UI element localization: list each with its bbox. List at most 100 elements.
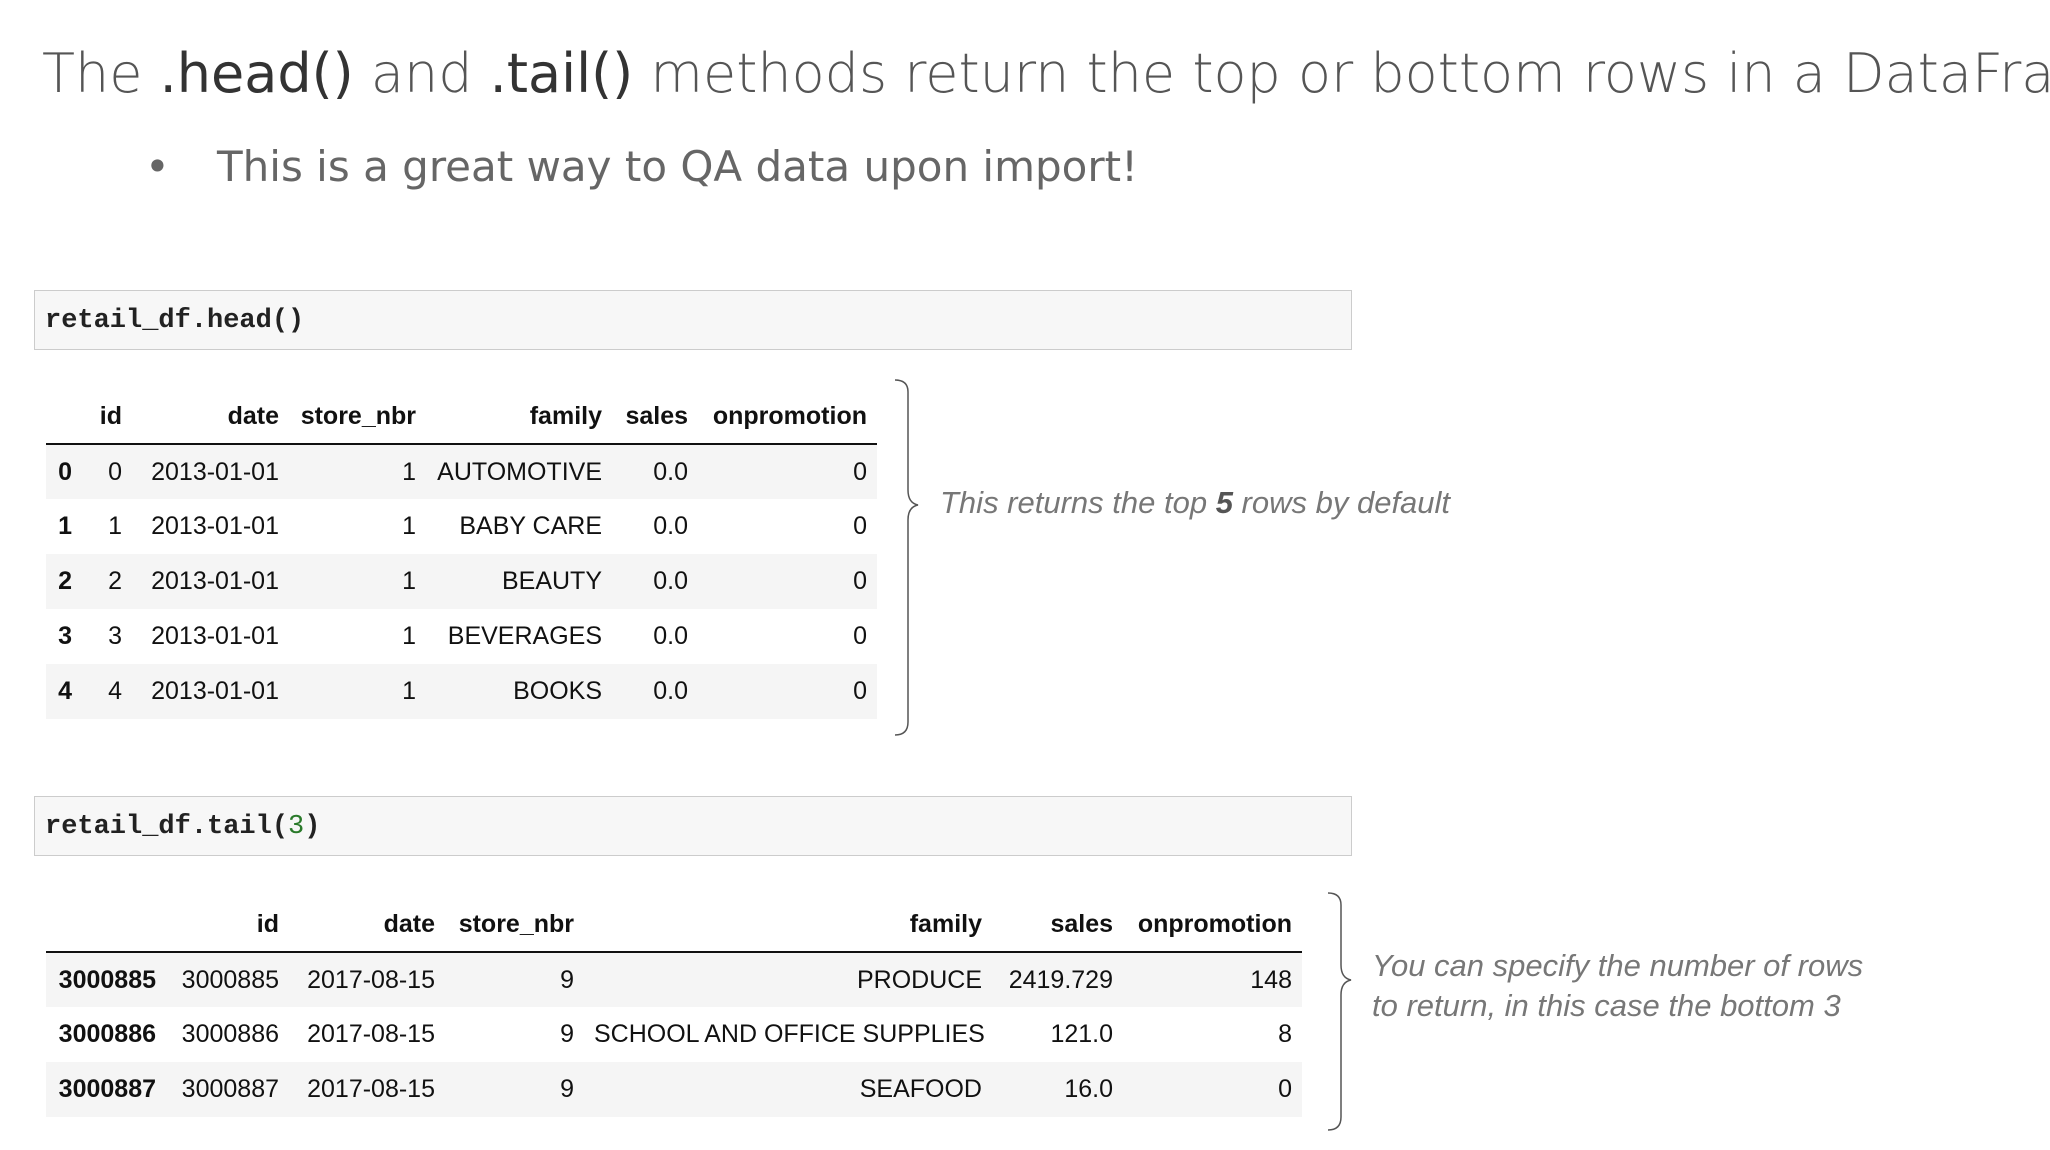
table-cell: 0.0 xyxy=(653,512,688,540)
table-cell: 16.0 xyxy=(992,1062,1123,1117)
note-line: to return, in this case the bottom 3 xyxy=(1372,988,1841,1023)
table-cell: BABY CARE xyxy=(459,512,602,540)
table-cell: 4 xyxy=(82,664,132,719)
row-index: 4 xyxy=(46,664,82,719)
table-row: 4 4 2013-01-01 1 BOOKS 0.0 0 xyxy=(46,664,877,719)
table-cell: PRODUCE xyxy=(584,952,992,1007)
table-cell: 9 xyxy=(445,952,584,1007)
table-cell: BOOKS xyxy=(426,664,612,719)
code-cell: retail_df.head() xyxy=(34,290,1352,350)
table-row: 3 3 2013-01-01 1 BEVERAGES 0.0 0 xyxy=(46,609,877,664)
index-header xyxy=(46,897,166,953)
code-text: ) xyxy=(304,812,321,842)
annotation: You can specify the number of rows to ret… xyxy=(1372,946,1863,1026)
column-header: date xyxy=(289,897,445,953)
header-row: id date store_nbr family sales onpromotion xyxy=(46,897,1302,953)
code-text: retail_df.tail( xyxy=(45,812,289,842)
table-row: 3000886 3000886 2017-08-15 9 SCHOOL AND OFFI… xyxy=(46,1007,1302,1062)
table-cell: 0 xyxy=(1123,1062,1302,1117)
table-cell: 0 xyxy=(853,622,867,650)
row-index: 3000886 xyxy=(58,1020,156,1048)
title-text: The xyxy=(42,42,160,105)
table-cell: 3000885 xyxy=(166,952,289,1007)
column-header: store_nbr xyxy=(445,897,584,953)
table-cell: AUTOMOTIVE xyxy=(426,444,612,499)
table-cell: 2017-08-15 xyxy=(307,1020,435,1048)
note-line: You can specify the number of rows xyxy=(1372,948,1864,983)
table-cell: 3 xyxy=(108,622,122,650)
column-header: sales xyxy=(612,389,698,445)
table-cell: 148 xyxy=(1123,952,1302,1007)
table-cell: 2017-08-15 xyxy=(289,952,445,1007)
table-row: 3000887 3000887 2017-08-15 9 SEAFOOD 16.0 0 xyxy=(46,1062,1302,1117)
title-text: methods return the top or bottom rows in… xyxy=(633,42,2050,105)
row-index: 3000887 xyxy=(46,1062,166,1117)
table-cell: 0.0 xyxy=(612,444,698,499)
bullet-text: This is a great way to QA data upon impo… xyxy=(217,142,1138,191)
table-cell: 3000887 xyxy=(166,1062,289,1117)
brace xyxy=(1327,892,1352,1131)
annotation: This returns the top 5 rows by default xyxy=(940,485,1450,521)
row-index: 2 xyxy=(46,554,82,609)
note-bold: 5 xyxy=(1215,485,1233,520)
table-cell: 1 xyxy=(402,512,416,540)
table-cell: 0 xyxy=(853,512,867,540)
table-cell: 2013-01-01 xyxy=(132,444,289,499)
column-header: sales xyxy=(992,897,1123,953)
table-row: 3000885 3000885 2017-08-15 9 PRODUCE 2419.729… xyxy=(46,952,1302,1007)
column-header: family xyxy=(426,389,612,445)
code-number: 3 xyxy=(288,812,305,842)
index-header xyxy=(46,389,82,445)
table-cell: 0.0 xyxy=(612,554,698,609)
table-cell: 2017-08-15 xyxy=(289,1062,445,1117)
table-cell: 3000886 xyxy=(181,1020,279,1048)
title-code: .head() xyxy=(159,42,354,105)
table-cell: 1 xyxy=(289,554,426,609)
table-cell: SCHOOL AND OFFICE SUPPLIES xyxy=(594,1020,985,1048)
column-header: id xyxy=(82,389,132,445)
table-row: 1 1 2013-01-01 1 BABY CARE 0.0 0 xyxy=(46,499,877,554)
table-cell: 0 xyxy=(698,444,877,499)
note-text: rows by default xyxy=(1232,485,1451,520)
table-cell: 2419.729 xyxy=(992,952,1123,1007)
table-cell: 1 xyxy=(289,664,426,719)
table-cell: 2013-01-01 xyxy=(151,512,279,540)
column-header: family xyxy=(584,897,992,953)
table-cell: 9 xyxy=(560,1020,574,1048)
bullet-dot: • xyxy=(145,142,170,191)
table-row: 2 2 2013-01-01 1 BEAUTY 0.0 0 xyxy=(46,554,877,609)
table-cell: 0 xyxy=(698,554,877,609)
header-row: id date store_nbr family sales onpromotion xyxy=(46,389,877,445)
row-index: 0 xyxy=(46,444,82,499)
data-table: id date store_nbr family sales onpromotion 0 0 2… xyxy=(46,389,877,719)
column-header: onpromotion xyxy=(1123,897,1302,953)
table-cell: 0.0 xyxy=(612,664,698,719)
title-code: .tail() xyxy=(489,42,634,105)
table-cell: 8 xyxy=(1278,1020,1292,1048)
row-index: 3000885 xyxy=(46,952,166,1007)
table-cell: 2013-01-01 xyxy=(132,664,289,719)
table-cell: 1 xyxy=(108,512,122,540)
column-header: store_nbr xyxy=(289,389,426,445)
data-table: id date store_nbr family sales onpromotion 300… xyxy=(46,897,1302,1117)
row-index: 3 xyxy=(58,622,72,650)
table-row: 0 0 2013-01-01 1 AUTOMOTIVE 0.0 0 xyxy=(46,444,877,499)
table-cell: 9 xyxy=(445,1062,584,1117)
title-text: and xyxy=(353,42,490,105)
table-cell: 0.0 xyxy=(653,622,688,650)
table-cell: 2 xyxy=(82,554,132,609)
table-cell: BEAUTY xyxy=(426,554,612,609)
column-header: id xyxy=(166,897,289,953)
table-cell: 2013-01-01 xyxy=(132,554,289,609)
table-cell: 1 xyxy=(289,444,426,499)
table-cell: 0 xyxy=(698,664,877,719)
brace xyxy=(894,379,919,736)
column-header: onpromotion xyxy=(698,389,877,445)
row-index: 1 xyxy=(58,512,72,540)
code-cell: retail_df.tail(3) xyxy=(34,796,1352,856)
title: The .head() and .tail() methods return t… xyxy=(42,42,2050,105)
column-header: date xyxy=(132,389,289,445)
table-cell: BEVERAGES xyxy=(447,622,602,650)
table-cell: 121.0 xyxy=(1050,1020,1113,1048)
